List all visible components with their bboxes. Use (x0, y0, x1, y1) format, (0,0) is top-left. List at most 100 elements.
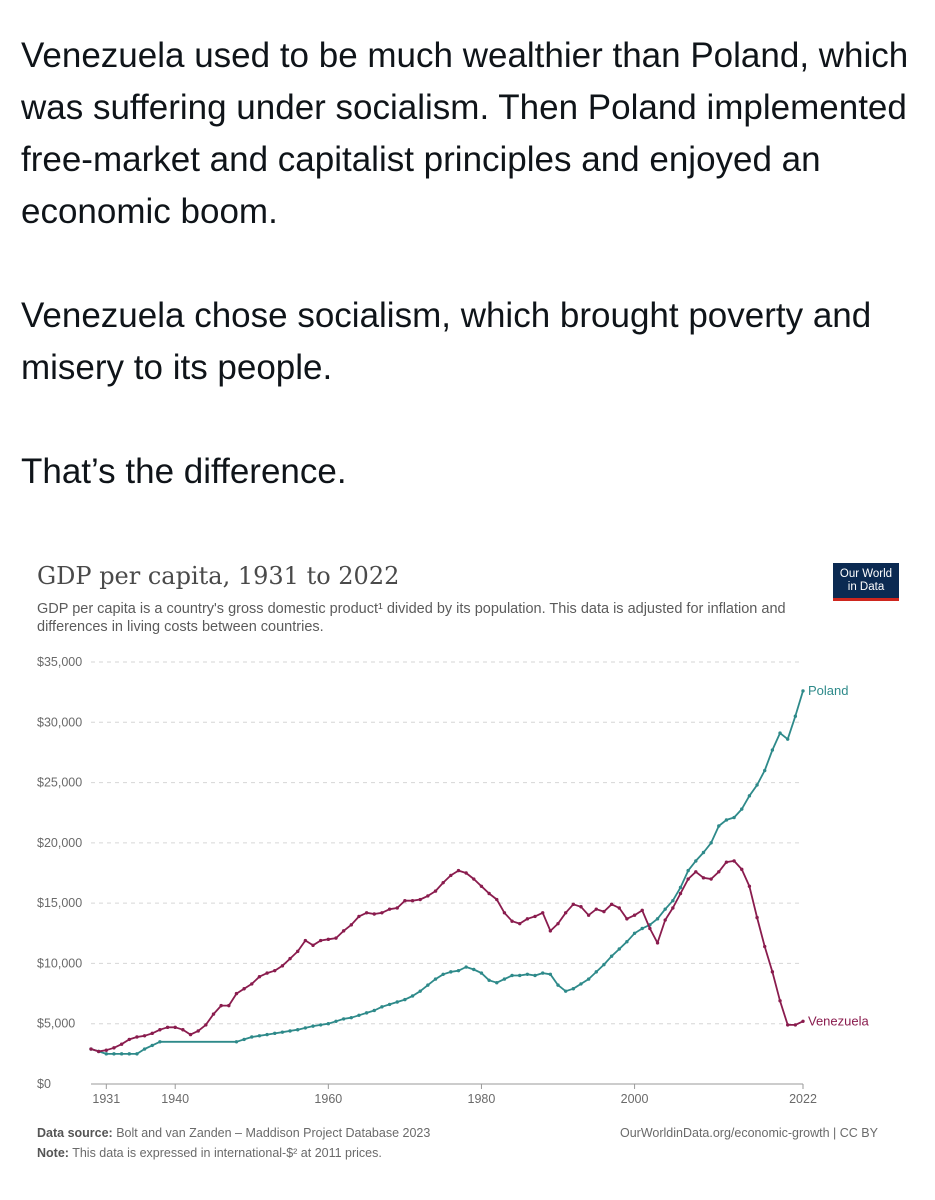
venezuela-point (219, 1003, 223, 1008)
venezuela-point (686, 877, 690, 881)
data-note-label: Note: (37, 1146, 69, 1160)
poland-point (364, 1011, 369, 1015)
venezuela-point (96, 1049, 101, 1054)
venezuela-point (403, 899, 407, 903)
venezuela-point (671, 906, 675, 910)
venezuela-point (89, 1047, 93, 1051)
venezuela-point (602, 909, 606, 914)
poland-point (234, 1040, 239, 1044)
poland-point (785, 737, 790, 741)
poland-point (387, 1002, 392, 1007)
venezuela-point (204, 1023, 208, 1027)
poland-point (571, 987, 576, 991)
venezuela-point (540, 911, 545, 915)
poland-point (755, 783, 759, 787)
poland-point (510, 973, 514, 978)
chart-title: GDP per capita, 1931 to 2022 (37, 562, 400, 590)
poland-point (349, 1015, 354, 1020)
venezuela-point (364, 911, 369, 915)
venezuela-point (242, 987, 246, 991)
poland-point (341, 1017, 346, 1021)
venezuela-point (288, 956, 292, 961)
poland-point (150, 1043, 154, 1048)
venezuela-point (311, 943, 315, 948)
poland-point (609, 954, 614, 958)
poland-point (671, 899, 675, 903)
y-tick-label: $25,000 (37, 776, 82, 790)
x-tick-label: 2022 (789, 1092, 817, 1106)
x-tick-label: 1960 (314, 1092, 342, 1106)
venezuela-point (127, 1037, 131, 1042)
poland-point (540, 971, 545, 975)
venezuela-point (296, 949, 300, 954)
venezuela-point (770, 970, 775, 974)
venezuela-point (625, 917, 629, 921)
poland-point (303, 1026, 308, 1030)
poland-point (158, 1040, 162, 1044)
x-tick-label: 1980 (468, 1092, 496, 1106)
poland-point (112, 1052, 116, 1056)
poland-point (426, 983, 430, 987)
venezuela-point (533, 914, 537, 919)
poland-point (265, 1032, 269, 1037)
venezuela-point (556, 921, 560, 926)
source-link[interactable]: OurWorldinData.org/economic-growth | CC … (620, 1126, 878, 1140)
poland-point (296, 1028, 300, 1032)
poland-point (747, 794, 752, 798)
poland-point (602, 962, 606, 967)
x-tick-label: 1940 (161, 1092, 189, 1106)
poland-point (410, 994, 415, 998)
poland-point (326, 1022, 331, 1026)
poland-point (135, 1052, 139, 1056)
poland-point (257, 1034, 262, 1038)
poland-point (479, 971, 484, 975)
poland-point (518, 973, 522, 978)
chart-subtitle: GDP per capita is a country's gross dome… (37, 601, 786, 635)
y-tick-label: $20,000 (37, 836, 82, 850)
poland-point (487, 978, 491, 983)
venezuela-point (119, 1042, 124, 1046)
poland-point (793, 714, 798, 718)
poland-point (495, 981, 499, 985)
venezuela-point (678, 891, 683, 896)
poland-point (625, 940, 629, 944)
venezuela-point (426, 894, 430, 898)
venezuela-point (495, 897, 499, 902)
logo-line-1: Our World (839, 568, 893, 580)
venezuela-point (563, 911, 568, 915)
venezuela-point (104, 1048, 109, 1052)
venezuela-point (357, 914, 361, 919)
venezuela-point (479, 884, 484, 888)
venezuela-point (227, 1003, 231, 1008)
poland-point (127, 1052, 131, 1056)
venezuela-point (717, 870, 721, 874)
poland-point (709, 841, 713, 845)
venezuela-point (793, 1023, 798, 1027)
venezuela-point (387, 907, 392, 911)
our-world-in-data-logo[interactable]: Our World in Data (833, 563, 899, 601)
venezuela-point (510, 919, 514, 923)
y-tick-label: $10,000 (37, 956, 82, 970)
poland-point (694, 859, 698, 863)
poland-point (456, 968, 461, 973)
gdp-line-chart: $0 $5,000 $10,000 $15,000 $20,000 $25,000 $30,… (37, 655, 869, 1106)
poland-point (533, 973, 537, 978)
venezuela-point (250, 982, 254, 986)
venezuela-point (234, 991, 239, 996)
venezuela-point (464, 871, 468, 875)
poland-point (395, 1000, 399, 1004)
poland-point (334, 1019, 338, 1024)
poland-point (280, 1030, 285, 1034)
venezuela-point (418, 897, 422, 902)
venezuela-point (341, 929, 346, 933)
poland-point (617, 947, 621, 951)
axis-layer: $0 $5,000 $10,000 $15,000 $20,000 $25,000 $30,… (37, 655, 817, 1106)
poland-point (403, 997, 407, 1002)
venezuela-point (701, 876, 706, 880)
x-tick-label: 2000 (621, 1092, 649, 1106)
venezuela-point (173, 1025, 177, 1030)
venezuela-point (265, 971, 269, 975)
poland-point (119, 1052, 124, 1056)
data-note: Note: This data is expressed in internat… (37, 1146, 382, 1160)
venezuela-point (732, 859, 736, 863)
